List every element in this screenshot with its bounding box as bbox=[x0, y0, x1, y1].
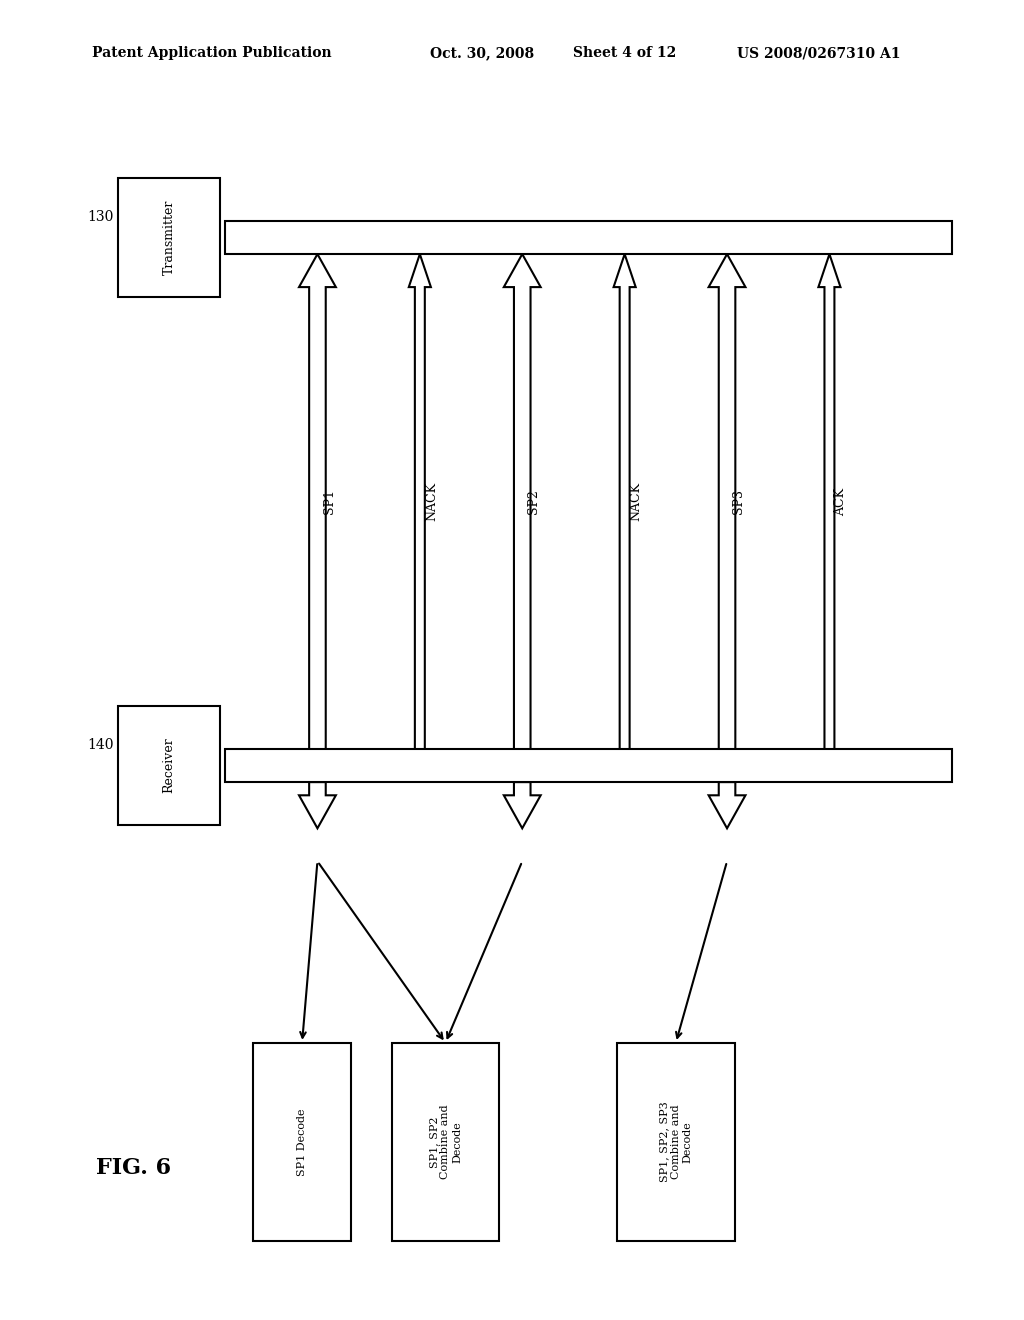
Polygon shape bbox=[409, 253, 431, 750]
Bar bbox=[118, 706, 220, 825]
Polygon shape bbox=[299, 253, 336, 750]
Text: SP1, SP2, SP3
Combine and
Decode: SP1, SP2, SP3 Combine and Decode bbox=[659, 1101, 692, 1183]
Polygon shape bbox=[613, 253, 636, 750]
Text: SP2: SP2 bbox=[527, 490, 541, 513]
Text: Receiver: Receiver bbox=[163, 738, 175, 793]
Polygon shape bbox=[504, 253, 541, 750]
Polygon shape bbox=[504, 781, 541, 829]
Polygon shape bbox=[709, 781, 745, 829]
Text: Patent Application Publication: Patent Application Publication bbox=[92, 46, 332, 61]
Text: SP1, SP2
Combine and
Decode: SP1, SP2 Combine and Decode bbox=[429, 1105, 462, 1179]
Bar bbox=[225, 220, 952, 253]
Text: 130: 130 bbox=[87, 210, 114, 224]
Text: NACK: NACK bbox=[425, 482, 438, 521]
Polygon shape bbox=[709, 253, 745, 750]
Bar bbox=[118, 178, 220, 297]
Bar bbox=[254, 1043, 350, 1241]
Text: US 2008/0267310 A1: US 2008/0267310 A1 bbox=[737, 46, 901, 61]
Text: SP1 Decode: SP1 Decode bbox=[297, 1107, 307, 1176]
Text: ACK: ACK bbox=[835, 487, 848, 516]
Polygon shape bbox=[818, 253, 841, 750]
Bar bbox=[616, 1043, 735, 1241]
Polygon shape bbox=[299, 781, 336, 829]
Bar bbox=[225, 750, 952, 781]
Text: FIG. 6: FIG. 6 bbox=[95, 1158, 171, 1179]
Bar bbox=[391, 1043, 500, 1241]
Text: Transmitter: Transmitter bbox=[163, 199, 175, 276]
Text: Oct. 30, 2008: Oct. 30, 2008 bbox=[430, 46, 535, 61]
Text: 140: 140 bbox=[87, 738, 114, 752]
Text: SP3: SP3 bbox=[732, 490, 745, 513]
Text: NACK: NACK bbox=[630, 482, 643, 521]
Text: Sheet 4 of 12: Sheet 4 of 12 bbox=[573, 46, 677, 61]
Text: SP1: SP1 bbox=[323, 490, 336, 513]
